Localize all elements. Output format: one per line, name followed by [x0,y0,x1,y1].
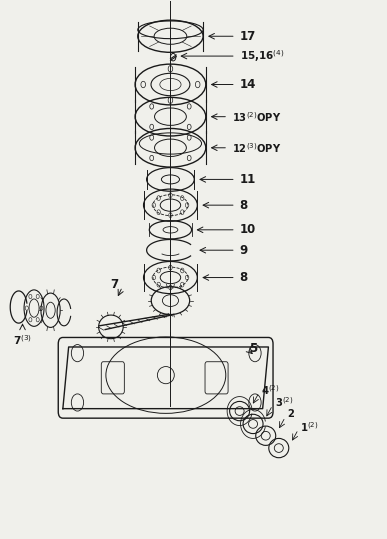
Text: 12$^{(3)}$OPY: 12$^{(3)}$OPY [232,141,281,155]
Text: 5: 5 [249,342,257,355]
Text: 3$^{(2)}$: 3$^{(2)}$ [274,396,293,410]
Text: 14: 14 [240,78,256,91]
Text: 10: 10 [240,223,256,236]
Text: 9: 9 [240,244,248,257]
Text: 2: 2 [287,409,294,419]
Text: 8: 8 [240,271,248,284]
Text: 7$^{(3)}$: 7$^{(3)}$ [13,333,32,347]
Text: 13$^{(2)}$OPY: 13$^{(2)}$OPY [232,110,281,123]
Text: 15,16$^{(4)}$: 15,16$^{(4)}$ [240,48,284,64]
Text: 4$^{(2)}$: 4$^{(2)}$ [261,383,279,397]
Text: 17: 17 [240,30,256,43]
Text: 11: 11 [240,173,256,186]
Text: 1$^{(2)}$: 1$^{(2)}$ [300,420,319,433]
Text: 7: 7 [111,278,119,291]
Text: 8: 8 [240,199,248,212]
